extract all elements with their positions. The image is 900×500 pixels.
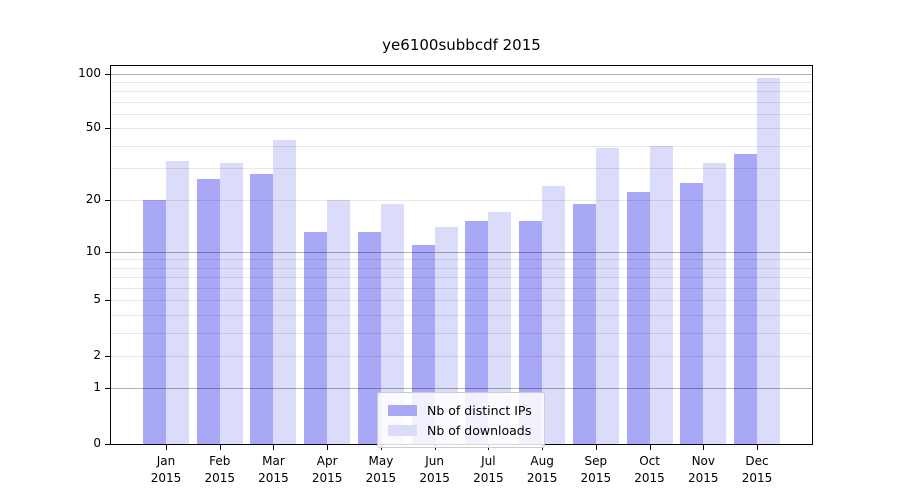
x-tick-label-dec: Dec 2015 bbox=[741, 454, 773, 485]
gridline-minor-8 bbox=[111, 267, 812, 269]
x-tick-feb bbox=[219, 445, 221, 450]
gridline-minor-40 bbox=[111, 145, 812, 147]
bar-distinct-ips-may bbox=[357, 232, 381, 444]
gridline-minor-9 bbox=[111, 259, 812, 261]
bar-downloads-feb bbox=[219, 163, 243, 444]
bar-downloads-mar bbox=[273, 140, 297, 444]
bar-distinct-ips-aug bbox=[519, 221, 543, 444]
x-tick-label-mar: Mar 2015 bbox=[258, 454, 289, 485]
y-tick-label-1: 1 bbox=[93, 380, 101, 395]
gridline-minor-60 bbox=[111, 114, 812, 116]
gridline-minor-90 bbox=[111, 81, 812, 83]
bar-downloads-apr bbox=[327, 199, 351, 444]
legend-entry-downloads: Nb of downloads bbox=[388, 420, 532, 440]
y-tick-2 bbox=[105, 355, 111, 357]
gridline-minor-20 bbox=[111, 199, 812, 201]
x-tick-label-jan: Jan 2015 bbox=[150, 454, 182, 485]
bar-downloads-dec bbox=[757, 77, 781, 444]
bar-downloads-jun bbox=[434, 226, 458, 444]
bar-downloads-sep bbox=[595, 147, 619, 444]
legend-label-downloads: Nb of downloads bbox=[427, 422, 532, 438]
gridline-minor-6 bbox=[111, 287, 812, 289]
x-tick-label-may: May 2015 bbox=[365, 454, 397, 485]
y-tick-label-50: 50 bbox=[85, 120, 101, 135]
gridline-minor-50 bbox=[111, 128, 812, 130]
y-tick-label-0: 0 bbox=[93, 436, 101, 450]
x-tick-label-jul: Jul 2015 bbox=[473, 454, 504, 485]
plot-area: Nb of distinct IPs Nb of downloads 100 50… bbox=[78, 65, 813, 485]
y-tick-label-20: 20 bbox=[85, 191, 101, 206]
bar-downloads-jan bbox=[166, 160, 189, 444]
gridline-major-1 bbox=[111, 388, 812, 390]
y-tick-1 bbox=[105, 388, 111, 390]
x-tick-label-apr: Apr 2015 bbox=[311, 454, 343, 485]
gridline-minor-4 bbox=[111, 314, 812, 316]
y-tick-5 bbox=[105, 300, 111, 302]
x-tick-label-oct: Oct 2015 bbox=[634, 454, 665, 485]
legend-label-distinct-ips: Nb of distinct IPs bbox=[427, 402, 532, 418]
gridline-minor-30 bbox=[111, 168, 812, 170]
bar-distinct-ips-jul bbox=[465, 221, 489, 444]
bar-distinct-ips-mar bbox=[250, 173, 274, 444]
x-tick-mar bbox=[273, 445, 275, 450]
gridline-minor-80 bbox=[111, 91, 812, 93]
x-tick-sep bbox=[595, 445, 597, 450]
x-tick-nov bbox=[703, 445, 705, 450]
x-tick-dec bbox=[757, 445, 759, 450]
x-tick-apr bbox=[327, 445, 329, 450]
gridline-minor-2 bbox=[111, 355, 812, 357]
y-tick-10 bbox=[105, 251, 111, 253]
y-tick-100 bbox=[105, 73, 111, 75]
x-tick-label-nov: Nov 2015 bbox=[688, 454, 719, 485]
y-tick-label-5: 5 bbox=[93, 292, 101, 307]
legend-swatch-downloads bbox=[388, 424, 417, 436]
bar-downloads-nov bbox=[703, 163, 727, 444]
bar-downloads-oct bbox=[649, 145, 673, 444]
legend-swatch-distinct-ips bbox=[388, 404, 417, 416]
y-tick-50 bbox=[105, 128, 111, 130]
gridline-major-10 bbox=[111, 251, 812, 253]
y-tick-label-2: 2 bbox=[93, 347, 101, 362]
gridline-minor-70 bbox=[111, 101, 812, 103]
bar-downloads-aug bbox=[542, 185, 566, 444]
x-tick-label-jun: Jun 2015 bbox=[419, 454, 450, 485]
gridline-major-100 bbox=[111, 73, 812, 75]
x-tick-label-sep: Sep 2015 bbox=[580, 454, 612, 485]
gridline-minor-3 bbox=[111, 332, 812, 334]
gridline-minor-5 bbox=[111, 300, 812, 302]
bar-downloads-may bbox=[380, 203, 404, 444]
bar-distinct-ips-jan bbox=[143, 199, 166, 444]
gridline-minor-7 bbox=[111, 277, 812, 279]
bar-distinct-ips-sep bbox=[572, 203, 596, 444]
y-tick-20 bbox=[105, 199, 111, 201]
x-tick-label-aug: Aug 2015 bbox=[526, 454, 558, 485]
chart-title: ye6100subbcdf 2015 bbox=[382, 36, 541, 54]
x-tick-oct bbox=[649, 445, 651, 450]
y-tick-label-100: 100 bbox=[78, 65, 101, 80]
legend-entry-distinct-ips: Nb of distinct IPs bbox=[388, 400, 532, 420]
bar-distinct-ips-nov bbox=[680, 182, 704, 444]
bar-distinct-ips-oct bbox=[626, 192, 650, 444]
y-tick-0 bbox=[105, 444, 111, 445]
bar-downloads-jul bbox=[488, 212, 512, 444]
bar-distinct-ips-dec bbox=[734, 154, 758, 444]
legend: Nb of distinct IPs Nb of downloads bbox=[377, 392, 545, 448]
y-tick-label-10: 10 bbox=[85, 243, 101, 258]
bar-distinct-ips-apr bbox=[304, 232, 328, 444]
x-tick-jan bbox=[166, 445, 167, 450]
bar-distinct-ips-feb bbox=[196, 179, 220, 444]
x-tick-label-feb: Feb 2015 bbox=[204, 454, 235, 485]
